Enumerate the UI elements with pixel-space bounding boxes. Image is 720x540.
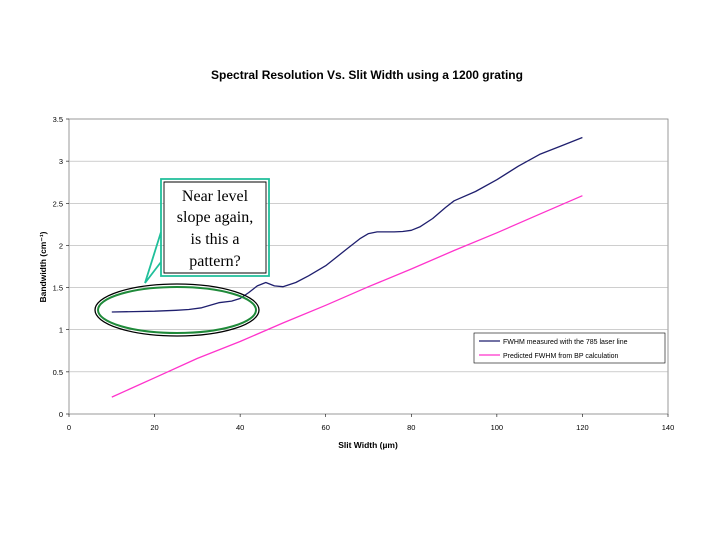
y-tick-label: 1.5 xyxy=(53,284,63,293)
plot-area xyxy=(68,118,669,415)
x-axis-ticks: 0 20 40 60 80 100 120 140 xyxy=(67,414,674,432)
x-axis-label: Slit Width (µm) xyxy=(338,440,398,450)
legend-label-measured: FWHM measured with the 785 laser line xyxy=(503,339,628,346)
x-tick-label: 80 xyxy=(407,423,415,432)
highlight-ellipse xyxy=(94,283,260,337)
legend-box xyxy=(473,332,666,364)
x-tick-label: 20 xyxy=(150,423,158,432)
series-line-predicted xyxy=(111,195,583,398)
series-layer xyxy=(111,136,583,398)
y-tick-label: 2 xyxy=(59,241,63,250)
series-line-measured xyxy=(111,136,583,313)
x-tick-label: 100 xyxy=(491,423,504,432)
y-tick-label: 3.5 xyxy=(53,115,63,124)
legend-label-predicted: Predicted FWHM from BP calculation xyxy=(503,353,619,360)
callout-line-2: slope again, xyxy=(177,209,253,226)
x-tick-label: 0 xyxy=(67,423,71,432)
y-axis-ticks: 0 0.5 1 1.5 2 2.5 3 3.5 xyxy=(53,115,69,419)
callout-line-4: pattern? xyxy=(189,253,241,270)
legend: FWHM measured with the 785 laser line Pr… xyxy=(473,332,666,364)
y-tick-label: 2.5 xyxy=(53,199,63,208)
x-tick-label: 120 xyxy=(576,423,589,432)
x-tick-label: 140 xyxy=(662,423,675,432)
callout-box: Near level slope again, is this a patter… xyxy=(144,178,270,284)
x-tick-label: 40 xyxy=(236,423,244,432)
x-tick-label: 60 xyxy=(322,423,330,432)
y-tick-label: 3 xyxy=(59,157,63,166)
callout-line-3: is this a xyxy=(191,231,240,248)
y-axis-label: Bandwidth (cm⁻¹) xyxy=(38,231,48,302)
y-tick-label: 0 xyxy=(59,410,63,419)
y-tick-label: 0.5 xyxy=(53,368,63,377)
callout-line-1: Near level xyxy=(182,188,249,205)
y-tick-label: 1 xyxy=(59,326,63,335)
chart-title: Spectral Resolution Vs. Slit Width using… xyxy=(211,68,523,82)
